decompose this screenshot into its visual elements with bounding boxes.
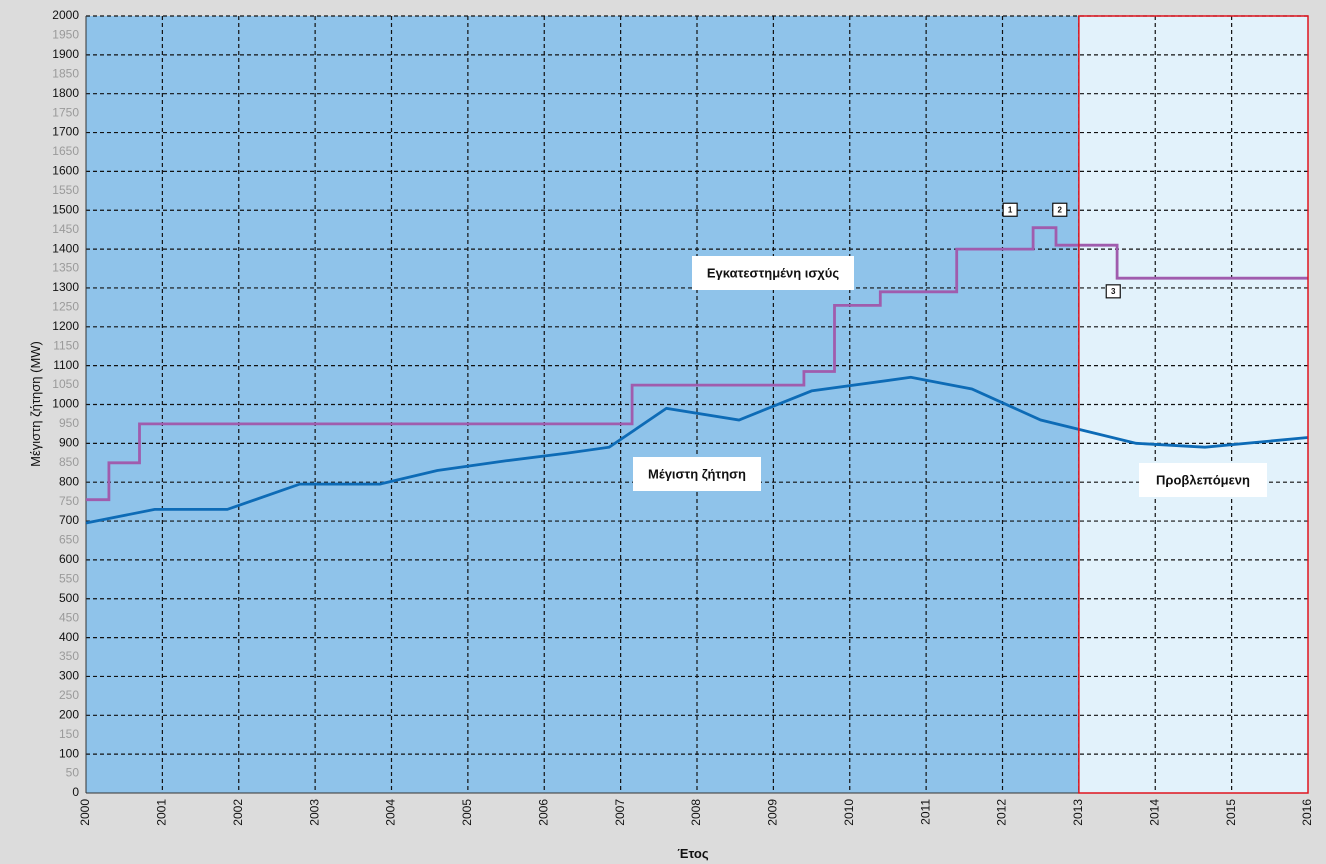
marker-text: 2 [1058,205,1063,214]
installed-capacity-label-text: Εγκατεστημένη ισχύς [707,265,839,280]
x-tick-label: 2015 [1224,799,1238,826]
marker-text: 1 [1008,205,1013,214]
y-tick-label: 1800 [52,86,79,100]
y-tick-label: 1050 [52,377,79,391]
y-tick-label: 1850 [52,66,79,80]
marker-box-2: 2 [1052,202,1068,217]
y-tick-label: 650 [59,533,79,547]
x-tick-label: 2007 [613,799,627,826]
installed-capacity-label: Εγκατεστημένη ισχύς [692,256,854,290]
y-tick-label: 100 [59,746,79,760]
forecast-region-border [1078,15,1309,794]
marker-box-3: 3 [1105,284,1121,299]
y-tick-label: 250 [59,688,79,702]
y-tick-label: 0 [72,785,79,799]
max-demand-label: Μέγιστη ζήτηση [633,457,761,491]
marker-box-1: 1 [1002,202,1018,217]
x-axis-title: Έτος [677,846,708,861]
y-tick-label: 1200 [52,319,79,333]
y-tick-label: 1350 [52,261,79,275]
gridlines [85,15,1308,794]
y-tick-label: 550 [59,571,79,585]
x-tick-label: 2013 [1071,799,1085,826]
y-tick-label: 700 [59,513,79,527]
y-tick-label: 50 [66,766,80,780]
x-tick-label: 2004 [384,799,398,826]
y-tick-label: 1250 [52,300,79,314]
x-tick-label: 2012 [995,799,1009,826]
y-tick-label: 950 [59,416,79,430]
markers: 1 2 3 [1002,202,1121,299]
y-tick-label: 500 [59,591,79,605]
y-tick-label: 900 [59,436,79,450]
y-tick-label: 400 [59,630,79,644]
x-tick-label: 2001 [155,799,169,826]
y-tick-label: 1950 [52,28,79,42]
y-tick-label: 800 [59,474,79,488]
x-tick-labels: 2000 2001 2002 2003 2004 2005 2006 2007 2008 2009… [78,799,1314,826]
y-tick-label: 1100 [53,358,79,372]
y-axis-title: Μέγιστη ζήτηση (MW) [28,341,43,467]
y-tick-label: 750 [59,494,79,508]
y-tick-label: 450 [59,610,79,624]
y-tick-label: 150 [59,727,79,741]
y-tick-label: 200 [59,707,79,721]
y-tick-label: 1450 [52,222,79,236]
x-tick-label: 2002 [231,799,245,826]
forecast-label-text: Προβλεπόμενη [1156,472,1250,487]
x-tick-label: 2010 [842,799,856,826]
x-tick-label: 2008 [689,799,703,826]
x-tick-label: 2016 [1300,799,1314,826]
x-tick-label: 2005 [460,799,474,826]
marker-text: 3 [1111,287,1116,296]
demand-series-line [85,375,1309,525]
x-tick-label: 2014 [1147,799,1161,826]
y-tick-label: 1650 [52,144,79,158]
y-tick-label: 1600 [52,164,79,178]
y-tick-label: 1900 [52,47,79,61]
y-tick-label: 1300 [52,280,79,294]
x-tick-label: 2011 [918,799,932,825]
y-tick-label: 1000 [52,397,79,411]
y-tick-label: 600 [59,552,79,566]
y-tick-labels: 0 50 100 150 200 250 300 350 400 450 500 550 600 650 7… [52,8,79,799]
x-tick-label: 2000 [78,799,92,826]
y-tick-label: 1700 [52,125,79,139]
y-tick-label: 350 [59,649,79,663]
y-tick-label: 2000 [52,8,79,22]
installed-series-line [86,226,1308,502]
max-demand-label-text: Μέγιστη ζήτηση [648,466,746,481]
x-tick-label: 2006 [536,799,550,826]
forecast-label: Προβλεπόμενη [1139,463,1267,497]
y-tick-label: 1550 [52,183,79,197]
x-tick-label: 2009 [766,799,780,826]
y-tick-label: 850 [59,455,79,469]
y-tick-label: 300 [59,669,79,683]
y-tick-label: 1400 [52,241,79,255]
y-tick-label: 1750 [52,105,79,119]
y-tick-label: 1150 [53,338,79,352]
y-tick-label: 1500 [52,202,79,216]
series-lines [85,226,1309,525]
x-tick-label: 2003 [307,799,321,826]
